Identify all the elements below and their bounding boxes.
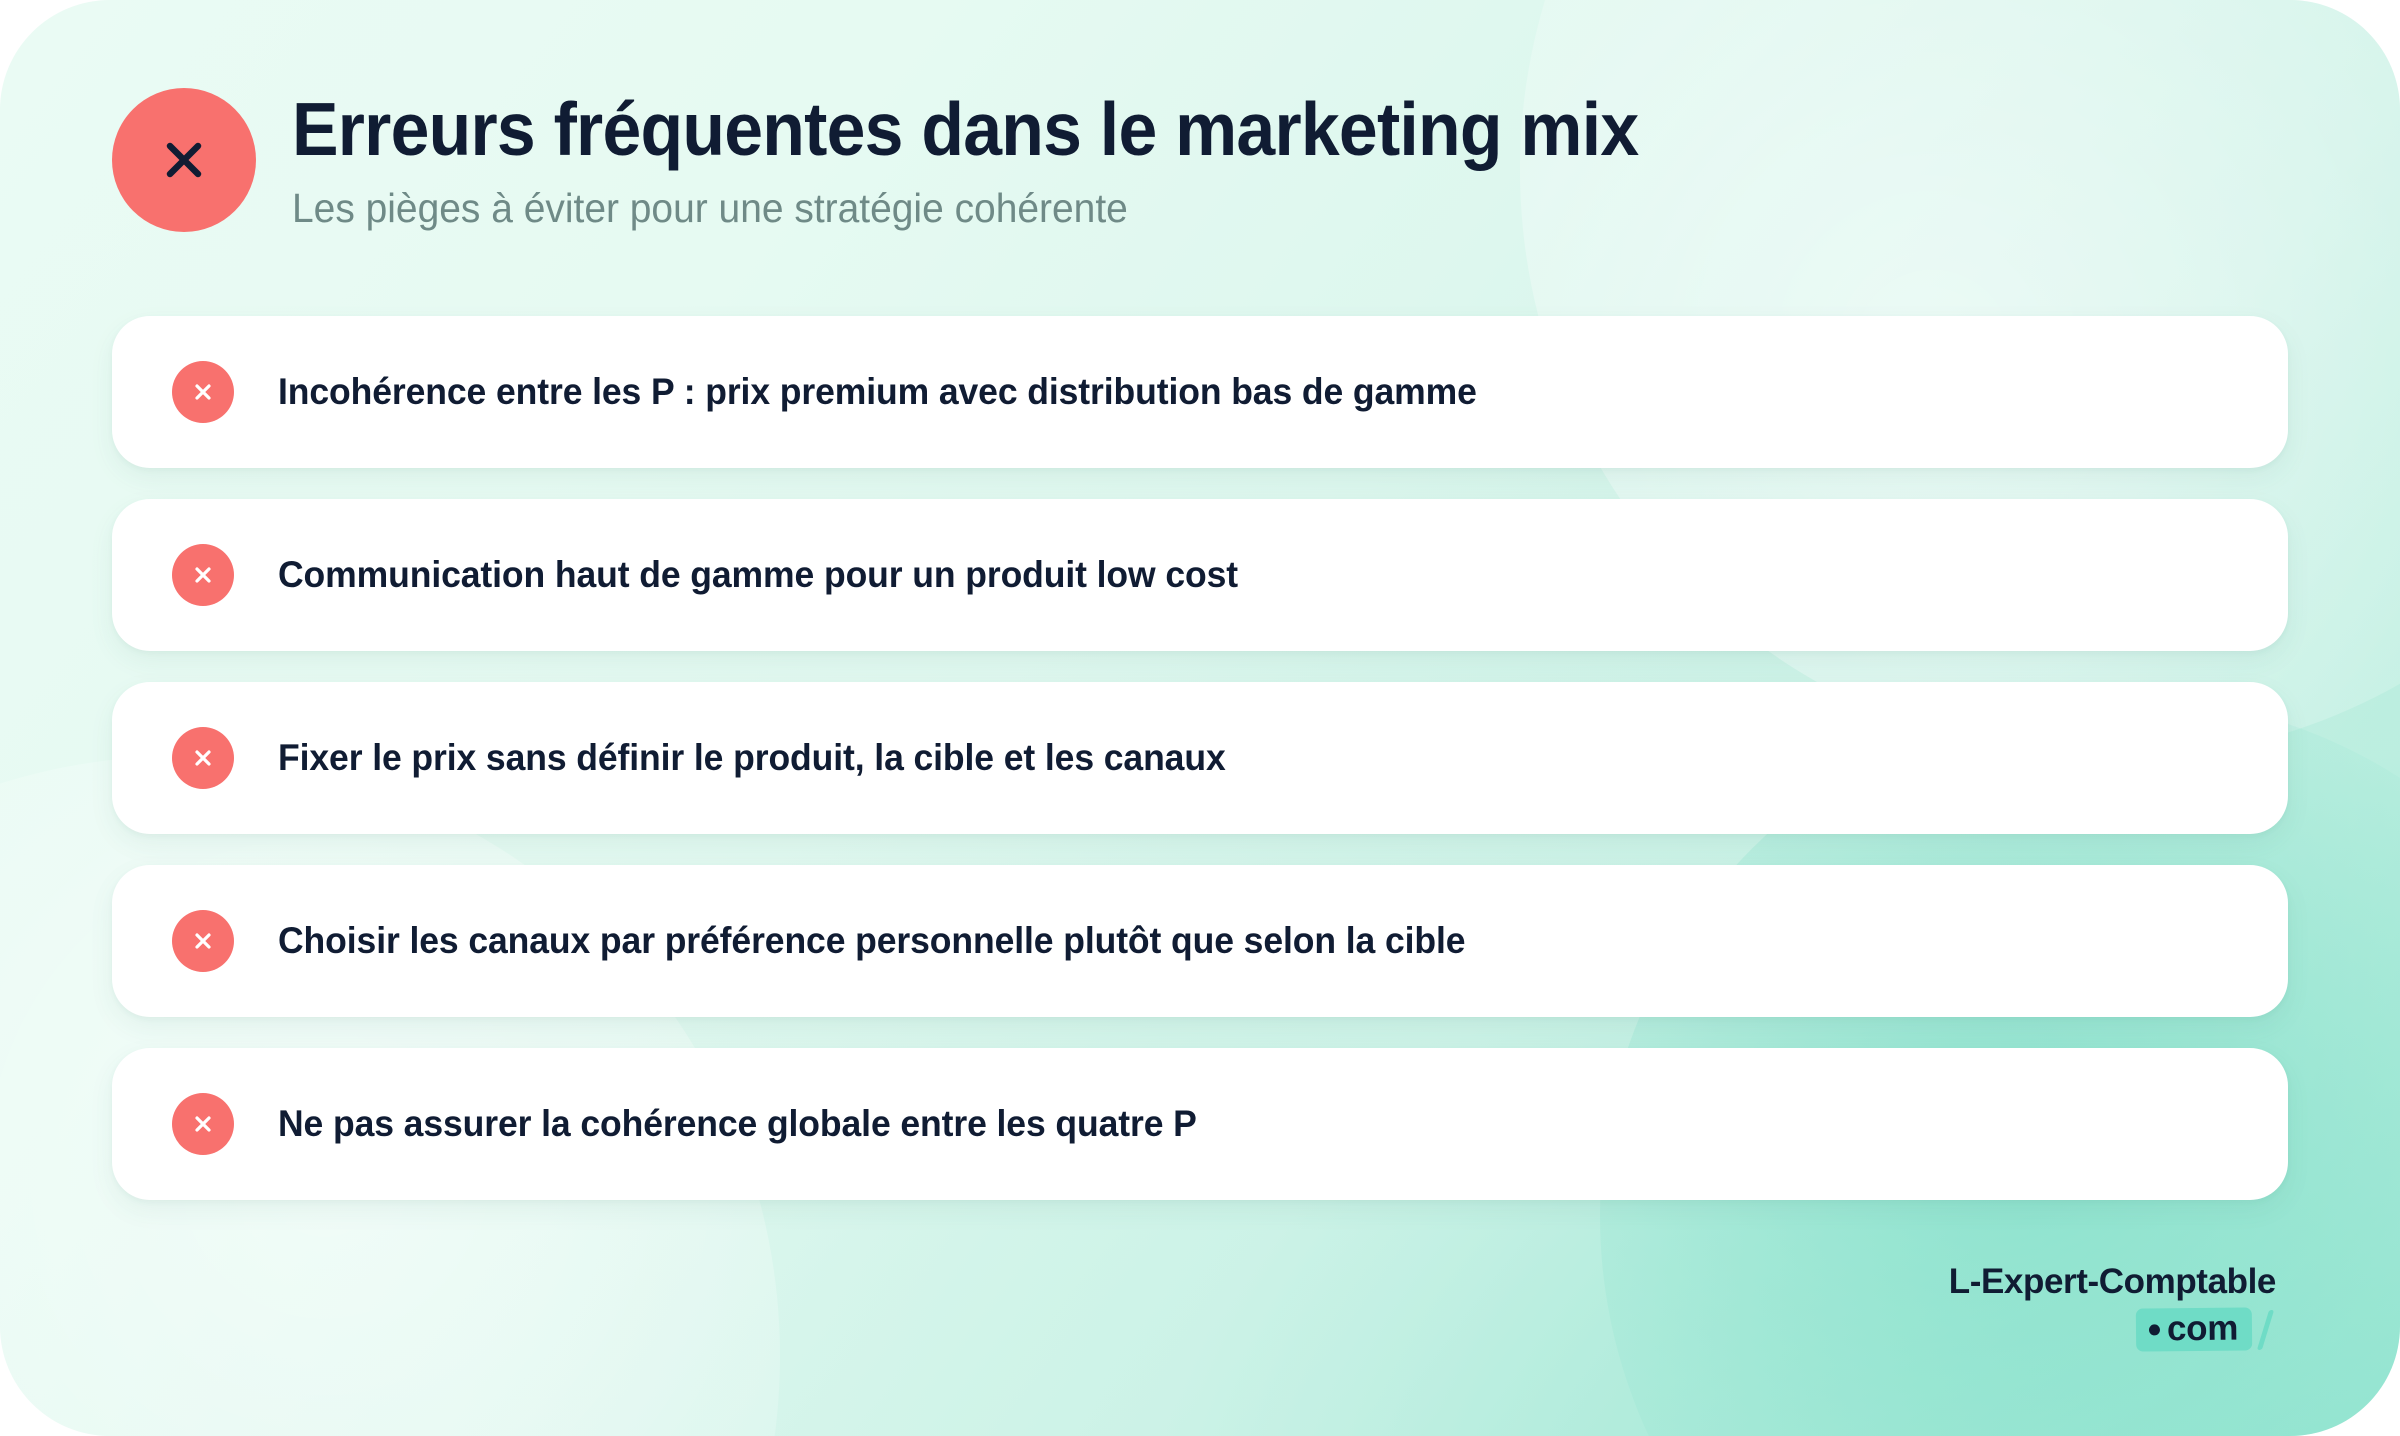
- cross-circle-icon: [172, 544, 234, 606]
- page-subtitle: Les pièges à éviter pour une stratégie c…: [292, 185, 1128, 231]
- list-item-label: Ne pas assurer la cohérence globale entr…: [278, 1102, 1197, 1144]
- list-item: Incohérence entre les P : prix premium a…: [112, 316, 2288, 468]
- list-item-label: Communication haut de gamme pour un prod…: [278, 553, 1238, 595]
- brand-logo-tld-group: com: [2135, 1307, 2275, 1352]
- brand-logo: L-Expert-Comptable com: [1946, 1262, 2276, 1370]
- list-item-label: Incohérence entre les P : prix premium a…: [278, 370, 1477, 412]
- list-item: Communication haut de gamme pour un prod…: [112, 499, 2288, 651]
- mistakes-list: Incohérence entre les P : prix premium a…: [112, 316, 2288, 1200]
- brand-logo-name: L-Expert-Comptable: [1948, 1262, 2277, 1301]
- list-item: Choisir les canaux par préférence person…: [112, 865, 2288, 1017]
- list-item-label: Fixer le prix sans définir le produit, l…: [278, 736, 1226, 778]
- list-item: Ne pas assurer la cohérence globale entr…: [112, 1048, 2288, 1200]
- list-item: Fixer le prix sans définir le produit, l…: [112, 682, 2288, 834]
- brand-logo-tld-chip: com: [2135, 1307, 2253, 1352]
- brand-logo-tld: com: [2166, 1308, 2239, 1349]
- page-title: Erreurs fréquentes dans le marketing mix: [292, 87, 1639, 171]
- header-text-block: Erreurs fréquentes dans le marketing mix…: [292, 84, 1740, 233]
- cross-circle-icon: [172, 910, 234, 972]
- cross-circle-icon: [172, 727, 234, 789]
- slide-header: Erreurs fréquentes dans le marketing mix…: [112, 84, 1740, 233]
- cross-circle-icon: [172, 361, 234, 423]
- cross-circle-icon: [172, 1093, 234, 1155]
- dot-icon: [2148, 1324, 2160, 1336]
- list-item-label: Choisir les canaux par préférence person…: [278, 919, 1466, 961]
- cross-circle-icon: [112, 88, 256, 232]
- slash-icon: [2256, 1309, 2275, 1350]
